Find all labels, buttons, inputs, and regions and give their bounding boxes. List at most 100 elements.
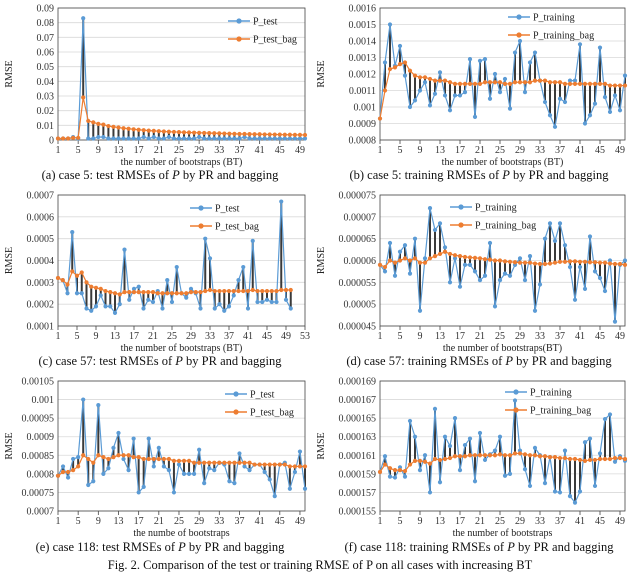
data-point-P_training_bag: [472, 81, 478, 86]
data-point-P_training_bag: [477, 453, 483, 458]
data-point-P_test_bag: [232, 460, 237, 465]
data-point-P_training_bag: [427, 461, 433, 466]
data-point-P_test_bag: [112, 291, 118, 296]
data-point-P_training_bag: [432, 456, 438, 462]
x-tick-label: 29: [515, 145, 525, 156]
data-point-P_test: [76, 455, 81, 460]
data-point-P_training: [387, 22, 393, 27]
data-point-P_test_bag: [156, 456, 161, 462]
x-tick-label: 45: [595, 516, 605, 527]
legend-label: P_test_bag: [215, 222, 259, 233]
data-point-P_test: [86, 482, 91, 488]
data-point-P_test_bag: [226, 288, 232, 294]
data-point-P_test: [141, 134, 146, 140]
data-point-P_training_bag: [457, 454, 463, 459]
data-point-P_training_bag: [397, 258, 403, 263]
data-point-P_test: [197, 447, 202, 452]
data-point-P_test_bag: [169, 291, 175, 296]
data-point-P_training_bag: [417, 75, 423, 80]
data-point-P_training_bag: [612, 83, 618, 88]
data-point-P_test: [236, 278, 241, 283]
data-point-P_training_bag: [527, 260, 533, 265]
y-tick-label: 0.000163: [339, 432, 377, 443]
data-point-P_training: [442, 245, 448, 250]
data-point-P_training_bag: [392, 65, 398, 70]
data-point-P_test_bag: [188, 290, 194, 295]
legend-label: P_test_bag: [250, 408, 294, 419]
data-point-P_training_bag: [537, 78, 543, 83]
data-point-P_test_bag: [171, 129, 177, 135]
data-point-P_training_bag: [457, 81, 463, 86]
data-point-P_test_bag: [292, 464, 298, 469]
data-point-P_training: [492, 448, 498, 453]
x-tick-label: 9: [418, 331, 423, 342]
data-point-P_training_bag: [452, 454, 458, 459]
data-point-P_training: [507, 106, 513, 111]
data-point-P_training: [477, 58, 483, 63]
data-point-P_training_bag: [587, 81, 593, 86]
y-tick-label: 0.0011: [349, 86, 376, 97]
data-point-P_training: [507, 471, 513, 476]
data-point-P_training: [447, 443, 453, 449]
data-point-P_training_bag: [567, 81, 573, 86]
data-point-P_training: [612, 319, 618, 324]
data-point-P_training_bag: [462, 254, 468, 260]
y-tick-label: 0.0015: [349, 20, 377, 31]
data-point-P_training: [522, 467, 528, 472]
data-point-P_training: [402, 243, 408, 248]
legend-marker: [516, 32, 522, 38]
data-point-P_training_bag: [397, 62, 403, 67]
legend-marker: [198, 205, 204, 211]
data-point-P_test_bag: [96, 453, 101, 458]
data-point-P_training_bag: [527, 80, 533, 85]
data-point-P_test: [188, 286, 194, 291]
data-point-P_test_bag: [71, 135, 76, 140]
data-point-P_training: [442, 93, 448, 98]
data-point-P_training_bag: [412, 256, 418, 261]
data-point-P_test_bag: [257, 132, 262, 137]
data-point-P_test: [207, 466, 212, 471]
data-point-P_test: [106, 136, 111, 141]
data-point-P_training_bag: [432, 78, 438, 83]
data-point-P_training: [597, 45, 603, 50]
data-point-P_test: [292, 136, 298, 141]
data-point-P_training: [407, 104, 413, 110]
data-point-P_test: [91, 136, 96, 141]
y-tick-label: 0.000155: [339, 507, 377, 518]
data-point-P_training_bag: [502, 453, 508, 458]
data-point-P_training: [622, 73, 628, 78]
caption-text: (d) case 57: training RMSEs of: [346, 354, 506, 368]
caption-text: by PR and bagging: [182, 354, 282, 368]
x-tick-label: 41: [255, 516, 265, 527]
data-point-P_test_bag: [141, 128, 146, 133]
data-point-P_training: [567, 494, 573, 499]
caption-text: by PR and bagging: [514, 540, 614, 554]
data-point-P_test: [283, 297, 289, 302]
data-point-P_test_bag: [106, 123, 111, 129]
x-tick-label: 13: [113, 145, 123, 156]
data-point-P_training: [572, 500, 578, 505]
y-tick-label: 0.0009: [349, 119, 377, 130]
data-point-P_test_bag: [192, 460, 197, 465]
data-point-P_training: [552, 124, 558, 129]
y-tick-label: 0.0005: [27, 234, 55, 245]
data-point-P_training_bag: [617, 261, 623, 267]
x-tick-label: 21: [148, 331, 158, 342]
x-tick-label: 17: [134, 516, 144, 527]
data-point-P_test_bag: [279, 287, 284, 293]
data-point-P_training_bag: [582, 458, 588, 463]
data-point-P_test_bag: [126, 126, 131, 131]
y-tick-label: 0.0001: [27, 322, 55, 333]
data-point-P_test: [146, 436, 151, 441]
data-point-P_test_bag: [81, 453, 86, 458]
data-point-P_test: [81, 397, 86, 402]
data-point-P_training_bag: [442, 456, 448, 462]
data-point-P_test: [247, 136, 252, 141]
data-point-P_training_bag: [542, 454, 548, 459]
legend-marker: [233, 409, 239, 415]
data-point-P_training_bag: [557, 455, 563, 461]
data-point-P_training: [542, 236, 548, 241]
data-point-P_test_bag: [117, 292, 122, 297]
data-point-P_training_bag: [522, 452, 528, 457]
data-point-P_test: [274, 299, 279, 305]
